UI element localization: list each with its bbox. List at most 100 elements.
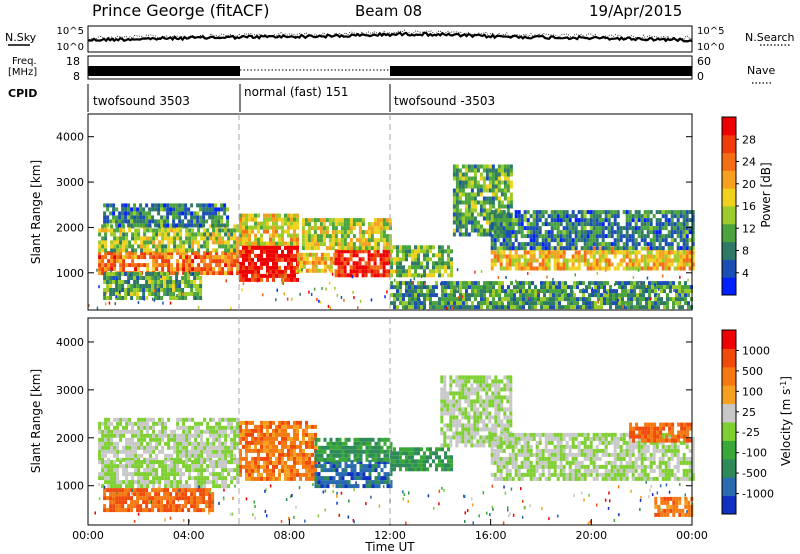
heatmap-cell [625,266,629,271]
heatmap-cell [379,238,383,243]
heatmap-cell [134,263,138,268]
heatmap-cell [574,266,578,271]
heatmap-cell [636,281,639,286]
heatmap-cell [179,425,183,430]
heatmap-cell [595,242,599,247]
heatmap-cell [157,203,161,208]
noise-axis-right-top: 10^5 [697,26,724,37]
heatmap-cell [639,297,642,302]
heatmap-cell [169,296,173,300]
heatmap-cell [589,222,593,227]
heatmap-cell [196,504,200,509]
heatmap-cell [146,425,150,430]
heatmap-cell [660,301,663,306]
heatmap-cell [634,226,638,231]
heatmap-cell [190,280,194,284]
heatmap-cell [148,284,152,288]
heatmap-cell [98,255,102,260]
heatmap-cell [278,440,281,445]
heatmap-cell [148,492,152,497]
heatmap-cell [121,496,125,501]
heatmap-speck [188,270,191,274]
heatmap-cell [157,272,161,276]
heatmap-cell [502,242,506,247]
heatmap-cell [370,230,374,235]
heatmap-cell [402,273,405,278]
heatmap-cell [492,293,495,298]
heatmap-cell [402,293,405,298]
heatmap-cell [408,285,411,290]
heatmap-cell [284,432,287,437]
heatmap-cell [293,233,296,238]
heatmap-cell [257,253,260,258]
heatmap-cell [172,284,176,288]
heatmap-cell [148,207,152,212]
heatmap-cell [323,264,327,269]
heatmap-cell [500,164,504,169]
heatmap-cell [564,297,567,302]
heatmap-cell [514,214,518,219]
heatmap-cell [610,250,614,255]
heatmap-cell [155,232,159,237]
heatmap-cell [648,285,651,290]
heatmap-cell [248,213,251,218]
heatmap-cell [115,207,119,212]
heatmap-cell [379,257,383,262]
heatmap-cell [296,245,299,250]
heatmap-cell [580,218,584,223]
heatmap-cell [218,232,222,237]
heatmap-cell [199,219,203,224]
heatmap-cell [679,246,683,251]
heatmap-cell [128,421,132,426]
heatmap-cell [142,500,146,505]
heatmap-cell [390,269,393,274]
heatmap-cell [107,429,111,434]
heatmap-cell [278,213,281,218]
heatmap-cell [187,500,191,505]
heatmap-cell [290,440,293,445]
heatmap-cell [194,464,198,469]
heatmap-cell [185,251,189,256]
heatmap-cell [115,288,119,292]
heatmap-cell [586,234,590,239]
heatmap-cell [323,480,327,485]
heatmap-cell [107,421,111,426]
heatmap-cell [290,257,293,262]
heatmap-cell [314,476,318,481]
heatmap-cell [444,261,447,266]
heatmap-cell [679,230,683,235]
heatmap-cell [558,285,561,290]
heatmap-cell [482,228,486,233]
heatmap-cell [190,496,194,501]
heatmap-cell [479,224,483,229]
heatmap-cell [182,240,186,245]
heatmap-cell [200,259,204,264]
heatmap-cell [568,230,572,235]
heatmap-cell [188,429,192,434]
heatmap-cell [167,240,171,245]
heatmap-cell [179,476,183,481]
heatmap-cell [349,249,353,254]
heatmap-cell [630,301,633,306]
heatmap-cell [334,257,338,262]
heatmap-cell [299,444,302,449]
heatmap-cell [226,223,230,228]
heatmap-cell [202,207,206,212]
heatmap-cell [124,288,128,292]
heatmap-cell [355,265,359,270]
heatmap-cell [263,460,266,465]
heatmap-cell [149,236,153,241]
heatmap-cell [377,480,381,485]
heatmap-cell [479,200,483,205]
heatmap-cell [173,240,177,245]
heatmap-cell [245,257,248,262]
heatmap-cell [486,305,489,310]
heatmap-cell [411,289,414,294]
heatmap-cell [493,238,497,243]
heatmap-cell [355,222,359,227]
heatmap-cell [498,289,501,294]
heatmap-cell [152,417,156,422]
heatmap-cell [600,297,603,302]
heatmap-cell [137,457,141,462]
heatmap-cell [337,238,341,243]
